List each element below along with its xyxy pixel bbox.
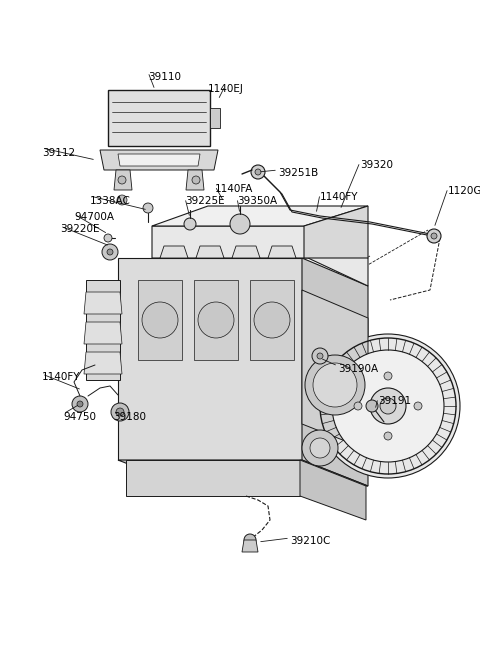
Text: 39251B: 39251B <box>278 168 318 178</box>
Text: 1120GK: 1120GK <box>448 186 480 196</box>
Polygon shape <box>242 540 258 552</box>
Circle shape <box>313 363 357 407</box>
Polygon shape <box>196 246 224 258</box>
Circle shape <box>317 353 323 359</box>
Circle shape <box>305 355 365 415</box>
Circle shape <box>332 350 444 462</box>
Polygon shape <box>160 246 188 258</box>
Circle shape <box>230 214 250 234</box>
Circle shape <box>192 176 200 184</box>
Circle shape <box>244 534 256 546</box>
Polygon shape <box>138 280 182 360</box>
Polygon shape <box>118 154 200 166</box>
Text: 39190A: 39190A <box>338 364 378 374</box>
Circle shape <box>316 334 460 478</box>
Circle shape <box>384 432 392 440</box>
Circle shape <box>310 438 330 458</box>
Polygon shape <box>100 150 218 170</box>
Text: 39350A: 39350A <box>237 196 277 206</box>
Text: 39180: 39180 <box>113 412 146 422</box>
Polygon shape <box>152 226 368 286</box>
Circle shape <box>117 195 127 205</box>
Text: 94700A: 94700A <box>74 212 114 222</box>
Text: 94750: 94750 <box>63 412 96 422</box>
Polygon shape <box>186 170 204 190</box>
Circle shape <box>302 430 338 466</box>
Polygon shape <box>126 460 300 496</box>
Circle shape <box>312 348 328 364</box>
Circle shape <box>184 218 196 230</box>
Circle shape <box>143 203 153 213</box>
Circle shape <box>255 169 261 175</box>
Text: 39191: 39191 <box>378 396 411 406</box>
Circle shape <box>111 403 129 421</box>
Text: 1140EJ: 1140EJ <box>208 84 244 94</box>
Circle shape <box>142 302 178 338</box>
Text: 39110: 39110 <box>148 72 181 82</box>
Text: 39220E: 39220E <box>60 224 99 234</box>
Circle shape <box>251 165 265 179</box>
Polygon shape <box>84 322 122 344</box>
Circle shape <box>354 402 362 410</box>
Polygon shape <box>304 206 368 258</box>
Polygon shape <box>118 258 302 460</box>
Circle shape <box>427 229 441 243</box>
Polygon shape <box>84 352 122 374</box>
Polygon shape <box>232 246 260 258</box>
Circle shape <box>118 176 126 184</box>
Circle shape <box>77 401 83 407</box>
Circle shape <box>431 233 437 239</box>
Text: 39112: 39112 <box>42 148 75 158</box>
Circle shape <box>102 244 118 260</box>
Polygon shape <box>302 290 368 450</box>
Polygon shape <box>84 292 122 314</box>
Polygon shape <box>114 170 132 190</box>
Circle shape <box>107 249 113 255</box>
Polygon shape <box>300 460 366 520</box>
Polygon shape <box>250 280 294 360</box>
Circle shape <box>198 302 234 338</box>
Circle shape <box>380 398 396 414</box>
Polygon shape <box>194 280 238 360</box>
Polygon shape <box>210 108 220 128</box>
Polygon shape <box>86 280 120 380</box>
Circle shape <box>116 408 124 416</box>
Polygon shape <box>302 258 368 486</box>
Text: 1140FY: 1140FY <box>42 372 81 382</box>
Text: 39225E: 39225E <box>185 196 225 206</box>
Circle shape <box>414 402 422 410</box>
Text: 39320: 39320 <box>360 160 393 170</box>
Circle shape <box>384 372 392 380</box>
Polygon shape <box>108 90 210 146</box>
Polygon shape <box>118 460 368 486</box>
Circle shape <box>104 234 112 242</box>
Circle shape <box>366 400 378 412</box>
Polygon shape <box>152 206 368 226</box>
Circle shape <box>72 396 88 412</box>
Circle shape <box>254 302 290 338</box>
Circle shape <box>370 388 406 424</box>
Text: 1338AC: 1338AC <box>90 196 131 206</box>
Text: 1140FY: 1140FY <box>320 192 359 202</box>
Text: 39210C: 39210C <box>290 536 330 546</box>
Text: 1140FA: 1140FA <box>215 184 253 194</box>
Polygon shape <box>268 246 296 258</box>
